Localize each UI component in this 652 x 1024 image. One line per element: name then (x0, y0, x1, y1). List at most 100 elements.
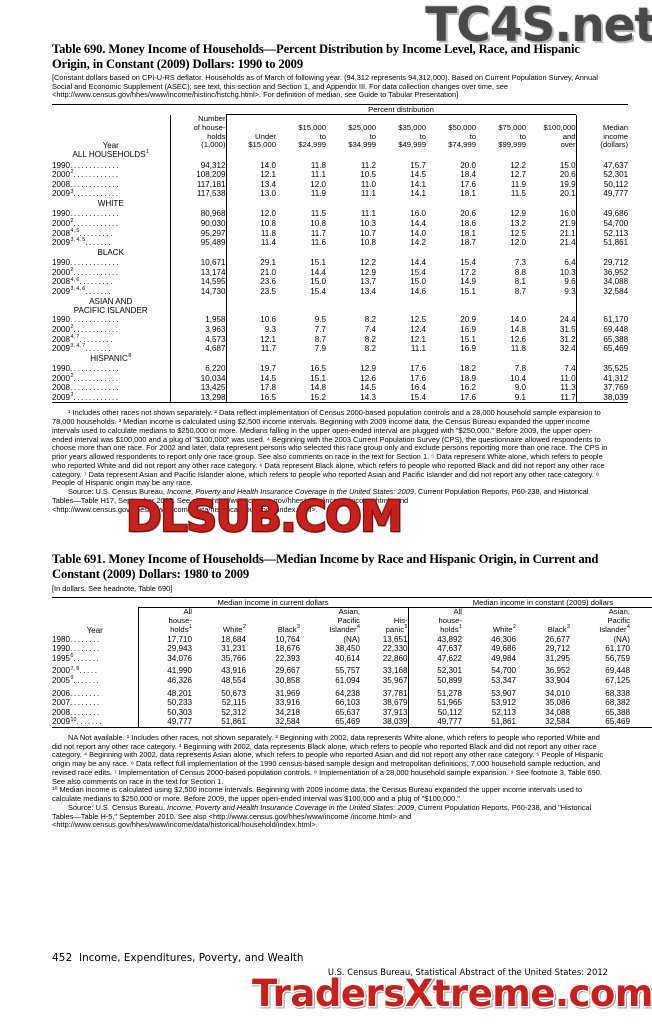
cell-current-dollars: (NA) (343, 634, 360, 644)
cell-percent: 12.9 (510, 209, 526, 219)
cell-current-dollars: 30,858 (275, 676, 300, 686)
cell-percent: 11.6 (310, 238, 326, 248)
rule-cell (52, 402, 170, 406)
cell-percent: 9.1 (514, 392, 526, 402)
spacer-cell (276, 297, 326, 316)
cell-percent: 17.6 (410, 373, 426, 383)
cell-percent: 10.8 (360, 238, 376, 248)
table-690-body: ALL HOUSEHOLDS1 1990............. 94,312 14… (52, 150, 629, 406)
spacer-cell (526, 354, 576, 364)
group-header-current-dollars: Median income in current dollars (138, 597, 408, 609)
footnote-marker: 2 (70, 218, 74, 225)
cell-percent: 10.7 (360, 228, 376, 238)
hdr-line: Black (547, 624, 567, 634)
cell-percent: 11.9 (310, 189, 326, 199)
table-690: Percent distribution Year Number of hous… (52, 103, 629, 406)
cell-number-households: 14,595 (169, 277, 226, 287)
cell-percent: 14.1 (410, 189, 426, 199)
cell-percent: 11.1 (360, 209, 376, 219)
cell-percent: 15.2 (310, 392, 326, 402)
leader-dots: ..... (79, 666, 99, 676)
cell-percent: 12.5 (410, 315, 426, 325)
cell-percent: 8.2 (364, 344, 376, 354)
cell-constant-dollars: 39,517 (630, 676, 652, 686)
cell-current-dollars: 33,168 (382, 666, 408, 676)
row-year-label: 1990............. (52, 209, 121, 219)
cell-percent: 18.6 (460, 218, 476, 228)
cell-percent: 14.8 (510, 324, 526, 334)
cell-percent: 14.8 (310, 383, 326, 393)
cell-median-income: 29,712 (575, 258, 629, 268)
leader-dots: ............ (73, 189, 120, 199)
cell-number-households: 6,220 (169, 364, 226, 374)
cell-constant-dollars: 51,965 (407, 698, 462, 708)
hdr-line: to (519, 131, 526, 141)
leader-dots: ....... (85, 344, 113, 354)
cell-percent: 15.0 (310, 277, 326, 287)
cell-constant-dollars: 41,312 (630, 666, 652, 676)
cell-percent: 14.4 (410, 258, 426, 268)
cell-percent: 8.7 (314, 334, 326, 344)
cell-current-dollars: 13,651 (382, 634, 408, 644)
spacer-cell (225, 247, 276, 259)
cell-percent: 11.4 (225, 238, 276, 248)
hdr-line: $15,000 (248, 140, 276, 150)
table-bottom-rule (52, 727, 652, 730)
cell-constant-dollars: 31,295 (545, 653, 570, 663)
cell-percent: 12.0 (510, 238, 526, 248)
cell-percent: 12.6 (360, 373, 376, 383)
footnote-10-text: ¹⁰ Median income is calculated using $2,… (52, 785, 583, 804)
table-row: 20084, 6......... 14,595 23.6 15.0 13.7 15.0 1… (52, 277, 629, 287)
table-690-source: Source: U.S. Census Bureau, Income, Pove… (52, 487, 608, 514)
footnote-marker: 4 (357, 624, 360, 631)
page-footer-source: U.S. Census Bureau, Statistical Abstract… (327, 967, 608, 977)
cell-percent: 14.5 (360, 383, 376, 393)
hdr-line: $34,999 (348, 140, 376, 150)
hdr-line: $99,999 (498, 140, 526, 150)
cell-current-dollars: 61,094 (335, 676, 360, 686)
cell-percent: 14.0 (225, 160, 276, 171)
hdr-line: $50,000 (448, 122, 476, 132)
cell-percent: 9.3 (564, 286, 576, 296)
cell-percent: 10.4 (510, 373, 526, 383)
hdr-line: $15,000 (298, 122, 326, 132)
cell-median-income: 69,448 (575, 324, 629, 335)
section-header-row: ALL HOUSEHOLDS1 (52, 150, 629, 161)
row-year-label: 20093, 4, 5....... (52, 237, 113, 248)
footnote-marker: 3 (567, 624, 570, 631)
cell-percent: 7.8 (514, 364, 526, 374)
hdr-line: Number (198, 113, 226, 123)
hdr-line: holds (207, 131, 226, 141)
cell-percent: 20.1 (559, 189, 576, 199)
cell-percent: 9.3 (225, 324, 276, 335)
spacer-cell (575, 247, 629, 259)
cell-percent: 31.5 (559, 324, 576, 334)
cell-number-households: 80,968 (169, 209, 226, 219)
cell-percent: 15.1 (310, 258, 326, 268)
footnote-marker: 1 (459, 624, 462, 631)
table-row: 2008............. 117,181 13.4 12.0 11.0 14.1… (52, 179, 629, 190)
leader-dots: ............ (73, 392, 120, 402)
leader-dots: ............ (73, 324, 120, 334)
spacer-cell (170, 103, 226, 115)
cell-percent: 14.4 (410, 218, 426, 228)
cell-current-dollars: 64,238 (335, 688, 360, 698)
cell-median-income: 41,312 (575, 373, 629, 384)
cell-current-dollars: 41,990 (137, 666, 192, 677)
footnote-marker: 3 (70, 392, 74, 399)
col-header-black: Black3 (516, 608, 570, 634)
table-row: 1990............. 6,220 19.7 16.5 12.9 17.6 18… (52, 364, 629, 374)
cell-number-households: 4,573 (169, 334, 226, 345)
cell-constant-dollars: 49,686 (491, 644, 516, 654)
table-691: Median income in current dollars Median … (52, 597, 652, 730)
rule-cell (138, 727, 192, 730)
cell-percent: 19.7 (225, 364, 276, 374)
cell-percent: 8.7 (514, 286, 526, 296)
cell-constant-dollars: 37,769 (630, 708, 652, 718)
cell-current-dollars: 31,969 (275, 688, 300, 698)
spacer-cell (476, 199, 526, 209)
cell-percent: 15.7 (410, 160, 426, 170)
hdr-line: to (419, 131, 426, 141)
table-row: 20093............ 13,298 16.5 15.2 14.3 15.4 1… (52, 392, 629, 403)
cell-percent: 12.1 (225, 170, 276, 180)
